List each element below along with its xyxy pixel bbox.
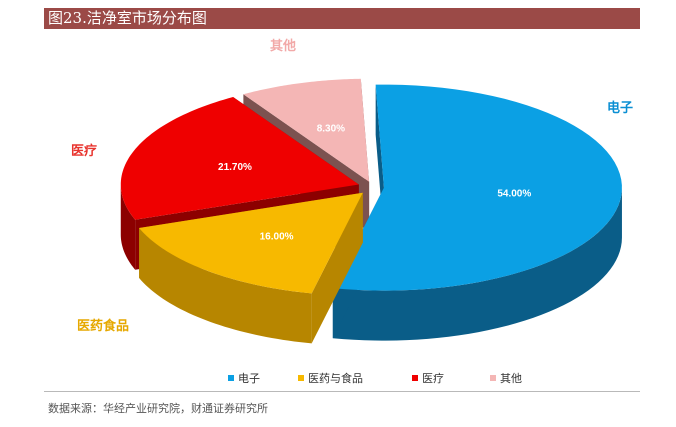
source-note: 数据来源：华经产业研究院，财通证券研究所 bbox=[48, 402, 268, 415]
slice-top bbox=[139, 192, 363, 294]
slice-医药食品: 16.00% bbox=[139, 192, 363, 344]
slice-电子: 54.00% bbox=[332, 84, 622, 341]
value-label: 54.00% bbox=[497, 189, 531, 200]
legend-label: 其他 bbox=[500, 372, 522, 385]
legend-swatch bbox=[412, 375, 418, 381]
category-label: 医药食品 bbox=[77, 318, 129, 334]
legend-item: 电子 bbox=[228, 372, 260, 385]
chart-title: 图23.洁净室市场分布图 bbox=[44, 8, 640, 29]
legend-label: 电子 bbox=[238, 372, 260, 385]
slice-wall bbox=[139, 228, 312, 344]
legend-swatch bbox=[298, 375, 304, 381]
legend-item: 医疗 bbox=[412, 371, 444, 385]
legend-swatch bbox=[490, 375, 496, 381]
category-label: 医疗 bbox=[71, 143, 97, 159]
legend-item: 医药与食品 bbox=[298, 371, 363, 385]
value-label: 8.30% bbox=[317, 124, 345, 135]
slice-top bbox=[120, 97, 359, 220]
category-label: 电子 bbox=[607, 100, 633, 116]
value-label: 21.70% bbox=[218, 162, 252, 173]
value-label: 16.00% bbox=[260, 231, 294, 242]
slice-wall bbox=[332, 187, 622, 341]
legend-item: 其他 bbox=[490, 372, 522, 385]
category-label: 其他 bbox=[270, 38, 296, 54]
legend-label: 医药与食品 bbox=[308, 371, 363, 385]
slice-top bbox=[243, 78, 370, 182]
legend-label: 医疗 bbox=[422, 371, 444, 385]
divider bbox=[44, 391, 640, 392]
legend-swatch bbox=[228, 375, 234, 381]
slice-wall bbox=[120, 184, 136, 270]
slice-top bbox=[332, 84, 622, 291]
